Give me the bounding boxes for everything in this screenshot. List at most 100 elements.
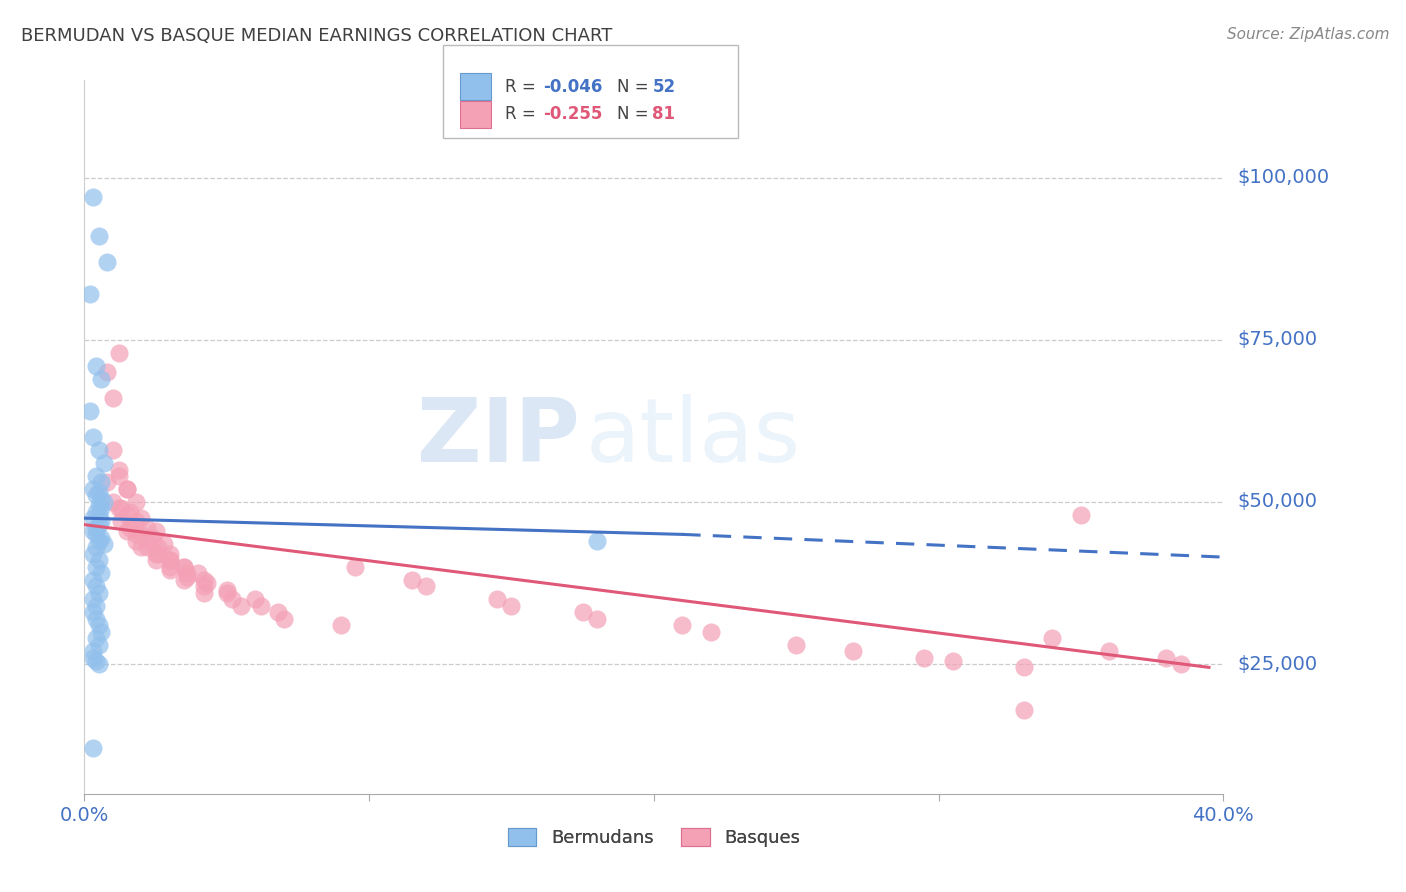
Point — [148, 547, 170, 561]
Point — [785, 638, 807, 652]
Point — [912, 650, 935, 665]
Point — [107, 462, 129, 476]
Point — [501, 599, 523, 613]
Point — [87, 485, 110, 500]
Point — [136, 541, 159, 555]
Point — [195, 576, 218, 591]
Point — [142, 531, 165, 545]
Point — [173, 573, 195, 587]
Point — [131, 527, 153, 541]
Point — [87, 443, 110, 458]
Text: $100,000: $100,000 — [1237, 168, 1329, 187]
Point — [87, 586, 110, 600]
Point — [82, 547, 104, 561]
Point — [118, 521, 141, 535]
Point — [84, 521, 107, 535]
Point — [273, 612, 295, 626]
Point — [82, 430, 104, 444]
Point — [82, 605, 104, 619]
Point — [101, 495, 124, 509]
Point — [124, 527, 146, 541]
Point — [82, 482, 104, 496]
Point — [159, 559, 181, 574]
Text: N =: N = — [617, 105, 654, 123]
Point — [486, 592, 509, 607]
Point — [96, 475, 118, 490]
Point — [84, 559, 107, 574]
Point — [131, 541, 153, 555]
Text: 81: 81 — [652, 105, 675, 123]
Point — [87, 229, 110, 244]
Point — [90, 475, 112, 490]
Point — [193, 573, 215, 587]
Point — [1012, 702, 1035, 716]
Point — [84, 631, 107, 645]
Point — [267, 605, 290, 619]
Point — [136, 521, 159, 535]
Point — [87, 517, 110, 532]
Point — [84, 654, 107, 668]
Point — [90, 501, 112, 516]
Point — [145, 547, 167, 561]
Point — [82, 511, 104, 525]
Point — [193, 579, 215, 593]
Point — [82, 190, 104, 204]
Point — [176, 569, 198, 583]
Point — [87, 553, 110, 567]
Point — [215, 586, 238, 600]
Point — [586, 533, 609, 548]
Point — [90, 491, 112, 506]
Point — [96, 255, 118, 269]
Text: R =: R = — [505, 78, 541, 95]
Point — [131, 511, 153, 525]
Text: R =: R = — [505, 105, 541, 123]
Text: Source: ZipAtlas.com: Source: ZipAtlas.com — [1226, 27, 1389, 42]
Point — [173, 559, 195, 574]
Point — [245, 592, 267, 607]
Point — [159, 553, 181, 567]
Point — [1098, 644, 1121, 658]
Point — [1170, 657, 1192, 672]
Point — [1156, 650, 1178, 665]
Point — [90, 515, 112, 529]
Point — [115, 482, 138, 496]
Point — [136, 533, 159, 548]
Point — [84, 527, 107, 541]
Point — [87, 618, 110, 632]
Point — [1012, 660, 1035, 674]
Point — [250, 599, 273, 613]
Point — [93, 495, 115, 509]
Point — [1070, 508, 1092, 522]
Point — [82, 650, 104, 665]
Point — [84, 488, 107, 502]
Point — [87, 498, 110, 512]
Point — [96, 365, 118, 379]
Point — [343, 559, 366, 574]
Text: -0.255: -0.255 — [543, 105, 602, 123]
Point — [87, 533, 110, 548]
Point — [193, 586, 215, 600]
Point — [84, 541, 107, 555]
Point — [1042, 631, 1064, 645]
Point — [82, 741, 104, 756]
Text: 52: 52 — [652, 78, 675, 95]
Text: BERMUDAN VS BASQUE MEDIAN EARNINGS CORRELATION CHART: BERMUDAN VS BASQUE MEDIAN EARNINGS CORRE… — [21, 27, 613, 45]
Point — [145, 553, 167, 567]
Point — [187, 566, 209, 581]
Point — [82, 524, 104, 538]
Point — [90, 624, 112, 639]
Point — [84, 505, 107, 519]
Point — [401, 573, 423, 587]
Text: N =: N = — [617, 78, 654, 95]
Point — [107, 501, 129, 516]
Point — [115, 508, 138, 522]
Point — [110, 515, 132, 529]
Point — [124, 495, 146, 509]
Text: ZIP: ZIP — [418, 393, 579, 481]
Point — [115, 482, 138, 496]
Point — [79, 404, 101, 418]
Point — [415, 579, 437, 593]
Text: $25,000: $25,000 — [1237, 655, 1317, 673]
Point — [159, 563, 181, 577]
Point — [176, 566, 198, 581]
